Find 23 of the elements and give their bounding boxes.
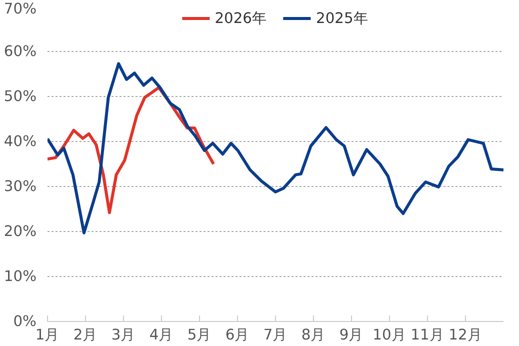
y-tick-label: 30%: [4, 178, 37, 195]
x-tick-label: 8月: [301, 326, 326, 344]
x-tick-label: 1月: [35, 326, 60, 344]
line-series: [48, 62, 504, 234]
y-tick-label: 70%: [4, 0, 37, 18]
x-tick-label: 3月: [111, 326, 136, 344]
y-tick-label: 50%: [4, 88, 37, 105]
legend-label: 2026年: [214, 8, 267, 28]
x-tick-label: 5月: [187, 326, 212, 344]
x-tick-label: 12月: [448, 326, 482, 344]
y-tick-label: 60%: [4, 43, 37, 60]
x-tick-label: 10月: [372, 326, 406, 344]
x-tick-label: 9月: [339, 326, 364, 344]
y-tick-label: 20%: [4, 223, 37, 240]
x-tick-label: 11月: [410, 326, 444, 344]
y-tick-label: 0%: [13, 313, 37, 330]
legend-label: 2025年: [316, 8, 368, 28]
y-tick-label: 40%: [4, 133, 37, 150]
y-tick-label: 10%: [4, 268, 37, 285]
x-tick-label: 6月: [225, 326, 250, 344]
x-tick-label: 2月: [73, 326, 98, 344]
x-tick-label: 4月: [149, 326, 174, 344]
x-tick-label: 7月: [263, 326, 288, 344]
